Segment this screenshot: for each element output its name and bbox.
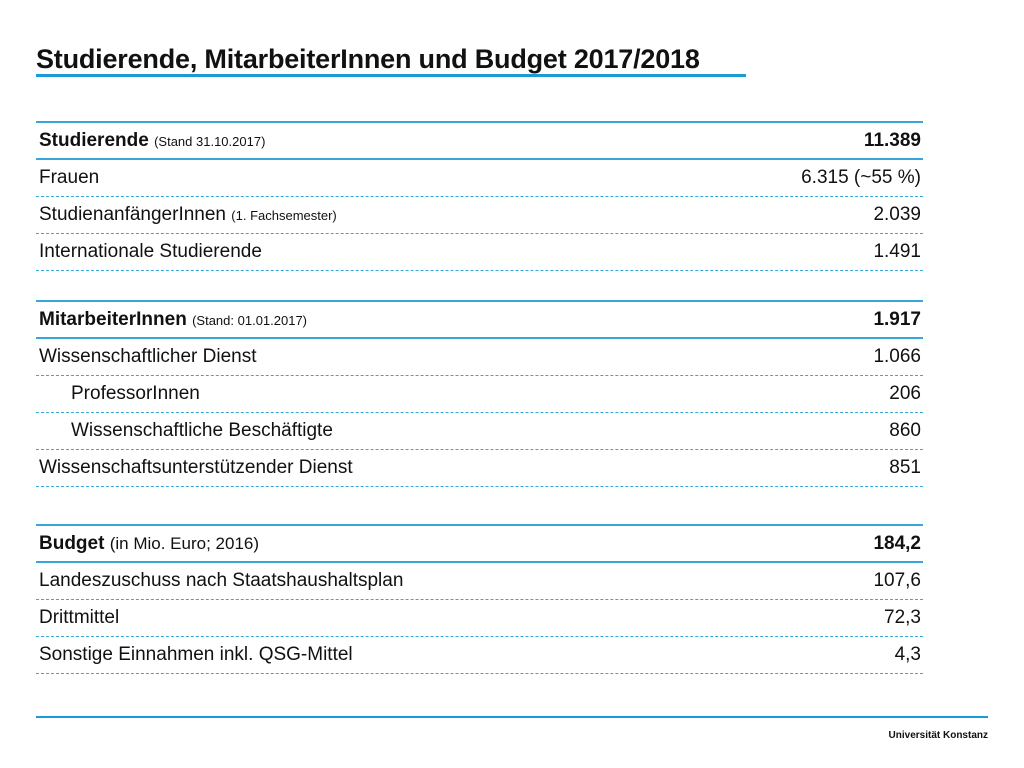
row-value: 107,6 bbox=[873, 570, 921, 591]
row-label: Wissenschaftsunterstützender Dienst bbox=[39, 457, 353, 478]
row-label: ProfessorInnen bbox=[71, 383, 200, 404]
row-label: Landeszuschuss nach Staatshaushaltsplan bbox=[39, 570, 404, 591]
staff-total: 1.917 bbox=[873, 308, 921, 330]
row-label: StudienanfängerInnen bbox=[39, 204, 226, 225]
row-value: 1.066 bbox=[873, 346, 921, 367]
students-heading: Studierende (Stand 31.10.2017) bbox=[39, 130, 265, 152]
staff-section: MitarbeiterInnen (Stand: 01.01.2017) 1.9… bbox=[36, 300, 923, 487]
table-row: Wissenschaftliche Beschäftigte 860 bbox=[36, 413, 923, 450]
row-value: 2.039 bbox=[873, 204, 921, 225]
row-value: 206 bbox=[889, 383, 921, 404]
table-row: Sonstige Einnahmen inkl. QSG-Mittel 4,3 bbox=[36, 637, 923, 674]
row-label-group: StudienanfängerInnen (1. Fachsemester) bbox=[39, 204, 337, 226]
budget-total: 184,2 bbox=[873, 532, 921, 554]
row-label: Wissenschaftlicher Dienst bbox=[39, 346, 257, 367]
budget-heading-row: Budget (in Mio. Euro; 2016) 184,2 bbox=[36, 524, 923, 563]
table-row: Wissenschaftlicher Dienst 1.066 bbox=[36, 339, 923, 376]
page-title: Studierende, MitarbeiterInnen und Budget… bbox=[36, 44, 700, 74]
row-label: Drittmittel bbox=[39, 607, 120, 628]
table-row: StudienanfängerInnen (1. Fachsemester) 2… bbox=[36, 197, 923, 234]
table-row: Landeszuschuss nach Staatshaushaltsplan … bbox=[36, 563, 923, 600]
title-underline bbox=[36, 74, 746, 77]
row-value: 4,3 bbox=[894, 644, 921, 665]
row-value: 1.491 bbox=[873, 241, 921, 262]
row-value: 72,3 bbox=[884, 607, 921, 628]
row-label: Wissenschaftliche Beschäftigte bbox=[71, 420, 333, 441]
row-value: 6.315 (~55 %) bbox=[801, 167, 921, 188]
row-note: (1. Fachsemester) bbox=[231, 208, 337, 223]
table-row: Drittmittel 72,3 bbox=[36, 600, 923, 637]
table-row: Internationale Studierende 1.491 bbox=[36, 234, 923, 271]
staff-heading-note: (Stand: 01.01.2017) bbox=[192, 312, 308, 328]
row-value: 851 bbox=[889, 457, 921, 478]
table-row: Frauen 6.315 (~55 %) bbox=[36, 160, 923, 197]
staff-heading-label: MitarbeiterInnen bbox=[39, 308, 187, 330]
budget-heading-note: (in Mio. Euro; 2016) bbox=[109, 533, 260, 553]
budget-section: Budget (in Mio. Euro; 2016) 184,2 Landes… bbox=[36, 524, 923, 674]
students-heading-row: Studierende (Stand 31.10.2017) 11.389 bbox=[36, 121, 923, 160]
students-heading-label: Studierende bbox=[39, 129, 149, 151]
students-total: 11.389 bbox=[863, 129, 921, 151]
staff-heading-row: MitarbeiterInnen (Stand: 01.01.2017) 1.9… bbox=[36, 300, 923, 339]
row-label: Internationale Studierende bbox=[39, 241, 262, 262]
row-value: 860 bbox=[889, 420, 921, 441]
students-section: Studierende (Stand 31.10.2017) 11.389 Fr… bbox=[36, 121, 923, 271]
footer-logo-text: Universität Konstanz bbox=[888, 730, 988, 741]
budget-heading: Budget (in Mio. Euro; 2016) bbox=[39, 533, 259, 555]
table-row: Wissenschaftsunterstützender Dienst 851 bbox=[36, 450, 923, 487]
row-label: Frauen bbox=[39, 167, 100, 188]
students-heading-note: (Stand 31.10.2017) bbox=[154, 133, 266, 149]
budget-heading-label: Budget bbox=[39, 532, 105, 554]
footer-divider bbox=[36, 716, 988, 718]
row-label: Sonstige Einnahmen inkl. QSG-Mittel bbox=[39, 644, 353, 665]
staff-heading: MitarbeiterInnen (Stand: 01.01.2017) bbox=[39, 309, 307, 331]
table-row: ProfessorInnen 206 bbox=[36, 376, 923, 413]
